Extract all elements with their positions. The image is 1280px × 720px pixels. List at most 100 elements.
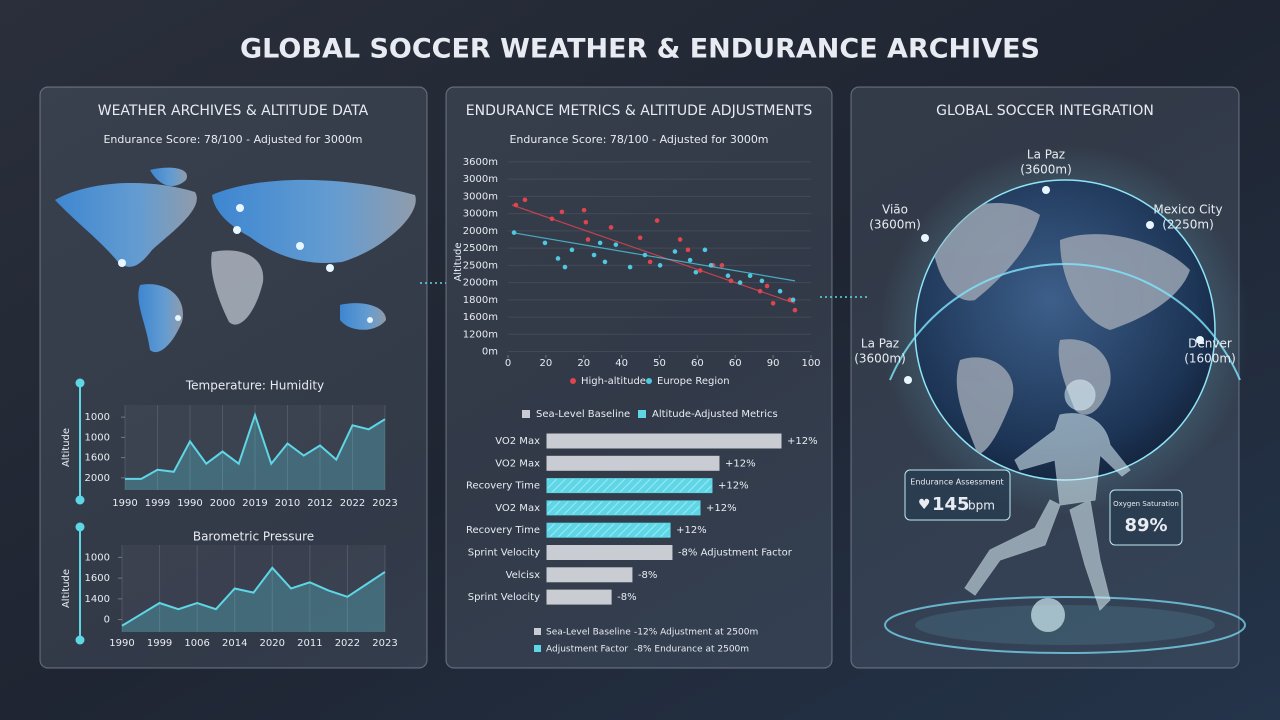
- card-label: Oxygen Saturation: [1113, 500, 1179, 508]
- y-axis-label: Altitude: [453, 242, 464, 281]
- x-tick-label: 90: [767, 358, 780, 369]
- legend-swatch: [534, 628, 541, 635]
- x-tick-label: 60: [691, 358, 704, 369]
- chart-title: Barometric Pressure: [193, 530, 314, 544]
- scatter-point: [522, 197, 528, 203]
- world-map: [55, 167, 416, 353]
- scatter-point: [777, 288, 783, 294]
- x-tick-label: 1990: [177, 498, 202, 509]
- x-tick-label: 1990: [112, 498, 137, 509]
- page-title: GLOBAL SOCCER WEATHER & ENDURANCE ARCHIV…: [240, 34, 1040, 65]
- trend-line: [511, 204, 796, 304]
- x-tick-label: 2000: [210, 498, 235, 509]
- y-tick-label: 2500m: [463, 260, 498, 271]
- y-tick-label: 3000m: [463, 191, 498, 202]
- x-tick-label: 2010: [275, 498, 300, 509]
- y-tick-label: 1600: [85, 453, 110, 464]
- y-tick-label: 3600m: [463, 157, 498, 168]
- slider: [75, 378, 85, 645]
- y-tick-label: 1600: [85, 573, 110, 584]
- category-label: Sprint Velocity: [468, 592, 540, 603]
- scatter-point: [583, 219, 589, 225]
- legend-label: High-altitude: [581, 376, 646, 387]
- x-tick-label: 0: [505, 358, 511, 369]
- scatter-point: [569, 247, 575, 253]
- legend-label: Sea-Level Baseline: [536, 409, 630, 420]
- scatter-point: [637, 235, 643, 241]
- bar: [546, 478, 713, 494]
- category-label: Velcisx: [506, 570, 540, 581]
- y-tick-label: 1400: [85, 594, 110, 605]
- legend-label: Altitude-Adjusted Metrics: [652, 409, 778, 420]
- platform-glow: [915, 605, 1215, 645]
- scatter-point: [585, 237, 591, 242]
- city-name: Mexico City: [1153, 203, 1222, 217]
- city-markers: [904, 186, 1204, 384]
- line: [125, 411, 386, 480]
- scatter-point: [764, 283, 770, 289]
- x-tick-label: 100: [801, 358, 820, 369]
- x-tick-label: 2019: [242, 498, 267, 509]
- scatter-point: [602, 259, 608, 265]
- panel-title: ENDURANCE METRICS & ALTITUDE ADJUSTMENTS: [466, 103, 813, 119]
- y-tick-label: 1600m: [463, 312, 498, 323]
- bar: [546, 545, 673, 560]
- area: [122, 567, 385, 632]
- scatter-point: [591, 252, 597, 258]
- category-label: VO2 Max: [495, 436, 540, 447]
- bar-annotation: -8%: [617, 592, 636, 603]
- legend-note: Sea-Level Baseline: [546, 628, 631, 638]
- city-name: Denver: [1188, 337, 1232, 351]
- bar: [546, 433, 782, 449]
- city-altitude: (2250m): [1162, 218, 1214, 232]
- x-tick-label: 2020: [260, 638, 285, 649]
- globe-continents: [930, 203, 1190, 455]
- city-name: Vião: [882, 203, 908, 217]
- bar-annotation: -8%: [638, 570, 657, 581]
- legend-swatch: [534, 645, 541, 652]
- panel-title: WEATHER ARCHIVES & ALTITUDE DATA: [98, 103, 369, 119]
- bar-annotation: +12%: [725, 458, 756, 469]
- panel-title: GLOBAL SOCCER INTEGRATION: [936, 103, 1154, 119]
- bar-annotation: -8% Adjustment Factor: [678, 548, 793, 559]
- line: [121, 566, 386, 627]
- y-tick-label: 2000m: [463, 278, 498, 289]
- area: [125, 415, 385, 490]
- y-axis-label: Altitude: [61, 428, 72, 467]
- city-altitude: (3600m): [854, 352, 906, 366]
- legend-swatch: [638, 410, 646, 418]
- category-label: VO2 Max: [495, 458, 540, 469]
- legend-swatch: [646, 378, 652, 384]
- x-tick-label: 1999: [147, 638, 172, 649]
- y-tick-label: 1000: [85, 552, 110, 563]
- scatter-point: [542, 240, 548, 246]
- category-label: Sprint Velocity: [468, 548, 540, 559]
- y-tick-label: 2500m: [463, 243, 498, 254]
- bar: [546, 500, 701, 516]
- legend-label: Europe Region: [657, 376, 730, 387]
- platform: [884, 596, 1246, 654]
- y-tick-label: 3000m: [463, 209, 498, 220]
- panel: [445, 86, 833, 669]
- y-tick-label: 1000: [85, 432, 110, 443]
- x-tick-label: 50: [653, 358, 666, 369]
- scatter-point: [559, 209, 565, 215]
- scatter-point: [719, 263, 725, 268]
- player: [964, 379, 1131, 611]
- city-altitude: (3600m): [1020, 163, 1072, 177]
- city-name: La Paz: [1027, 148, 1065, 162]
- x-tick-label: 2012: [307, 498, 332, 509]
- scatter-point: [687, 257, 693, 263]
- card-value: 145: [932, 494, 970, 515]
- y-tick-label: 3000m: [463, 174, 498, 185]
- scatter-point: [693, 269, 699, 275]
- scatter-point: [581, 207, 587, 213]
- legend-swatch: [522, 410, 530, 418]
- x-tick-label: 1006: [184, 638, 209, 649]
- bar-annotation: +12%: [787, 436, 818, 447]
- scatter-point: [747, 273, 753, 278]
- x-tick-label: 2023: [372, 638, 397, 649]
- scatter-point: [657, 263, 663, 268]
- card: [1109, 489, 1183, 546]
